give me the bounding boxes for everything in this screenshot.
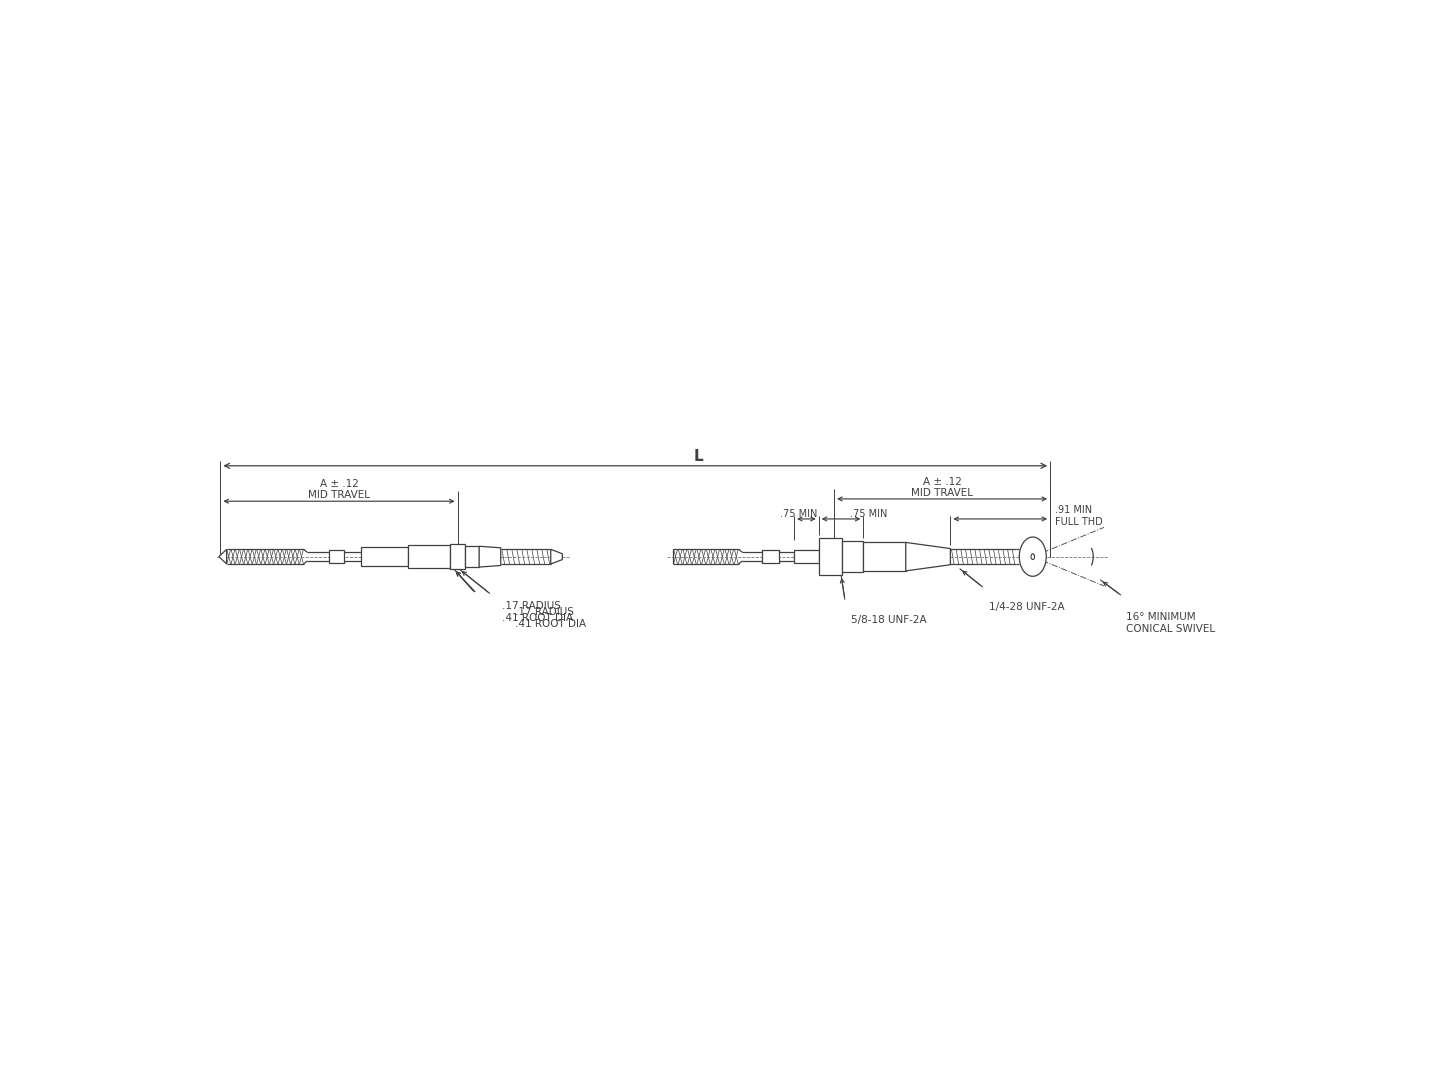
Bar (361, 547, 407, 566)
Polygon shape (480, 546, 501, 567)
Bar (842, 541, 863, 572)
Ellipse shape (1032, 554, 1035, 559)
Text: 5/8-18 UNF-2A: 5/8-18 UNF-2A (851, 615, 926, 625)
Ellipse shape (1019, 537, 1046, 577)
Polygon shape (551, 550, 562, 564)
Bar (407, 545, 449, 568)
Text: A ± .12
MID TRAVEL: A ± .12 MID TRAVEL (912, 477, 972, 499)
Text: .91 MIN
FULL THD: .91 MIN FULL THD (1055, 505, 1103, 527)
Polygon shape (906, 542, 951, 571)
Bar (329, 550, 344, 564)
Text: 16° MINIMUM
CONICAL SWIVEL: 16° MINIMUM CONICAL SWIVEL (1126, 612, 1215, 634)
Bar (762, 550, 779, 564)
Bar (863, 542, 906, 571)
Polygon shape (218, 550, 227, 564)
Bar (795, 550, 819, 564)
Text: 1/4-28 UNF-2A: 1/4-28 UNF-2A (988, 603, 1065, 612)
Text: .17 RADIUS
.41 ROOT DIA: .17 RADIUS .41 ROOT DIA (514, 607, 585, 629)
Bar (819, 539, 842, 575)
Text: A ± .12
MID TRAVEL: A ± .12 MID TRAVEL (308, 479, 370, 501)
Text: .75 MIN: .75 MIN (850, 508, 887, 518)
Text: .17 RADIUS
.41 ROOT DIA: .17 RADIUS .41 ROOT DIA (503, 602, 574, 623)
Text: .75 MIN: .75 MIN (780, 508, 818, 518)
Bar (449, 544, 465, 569)
Bar (465, 546, 480, 567)
Text: L: L (694, 449, 704, 464)
